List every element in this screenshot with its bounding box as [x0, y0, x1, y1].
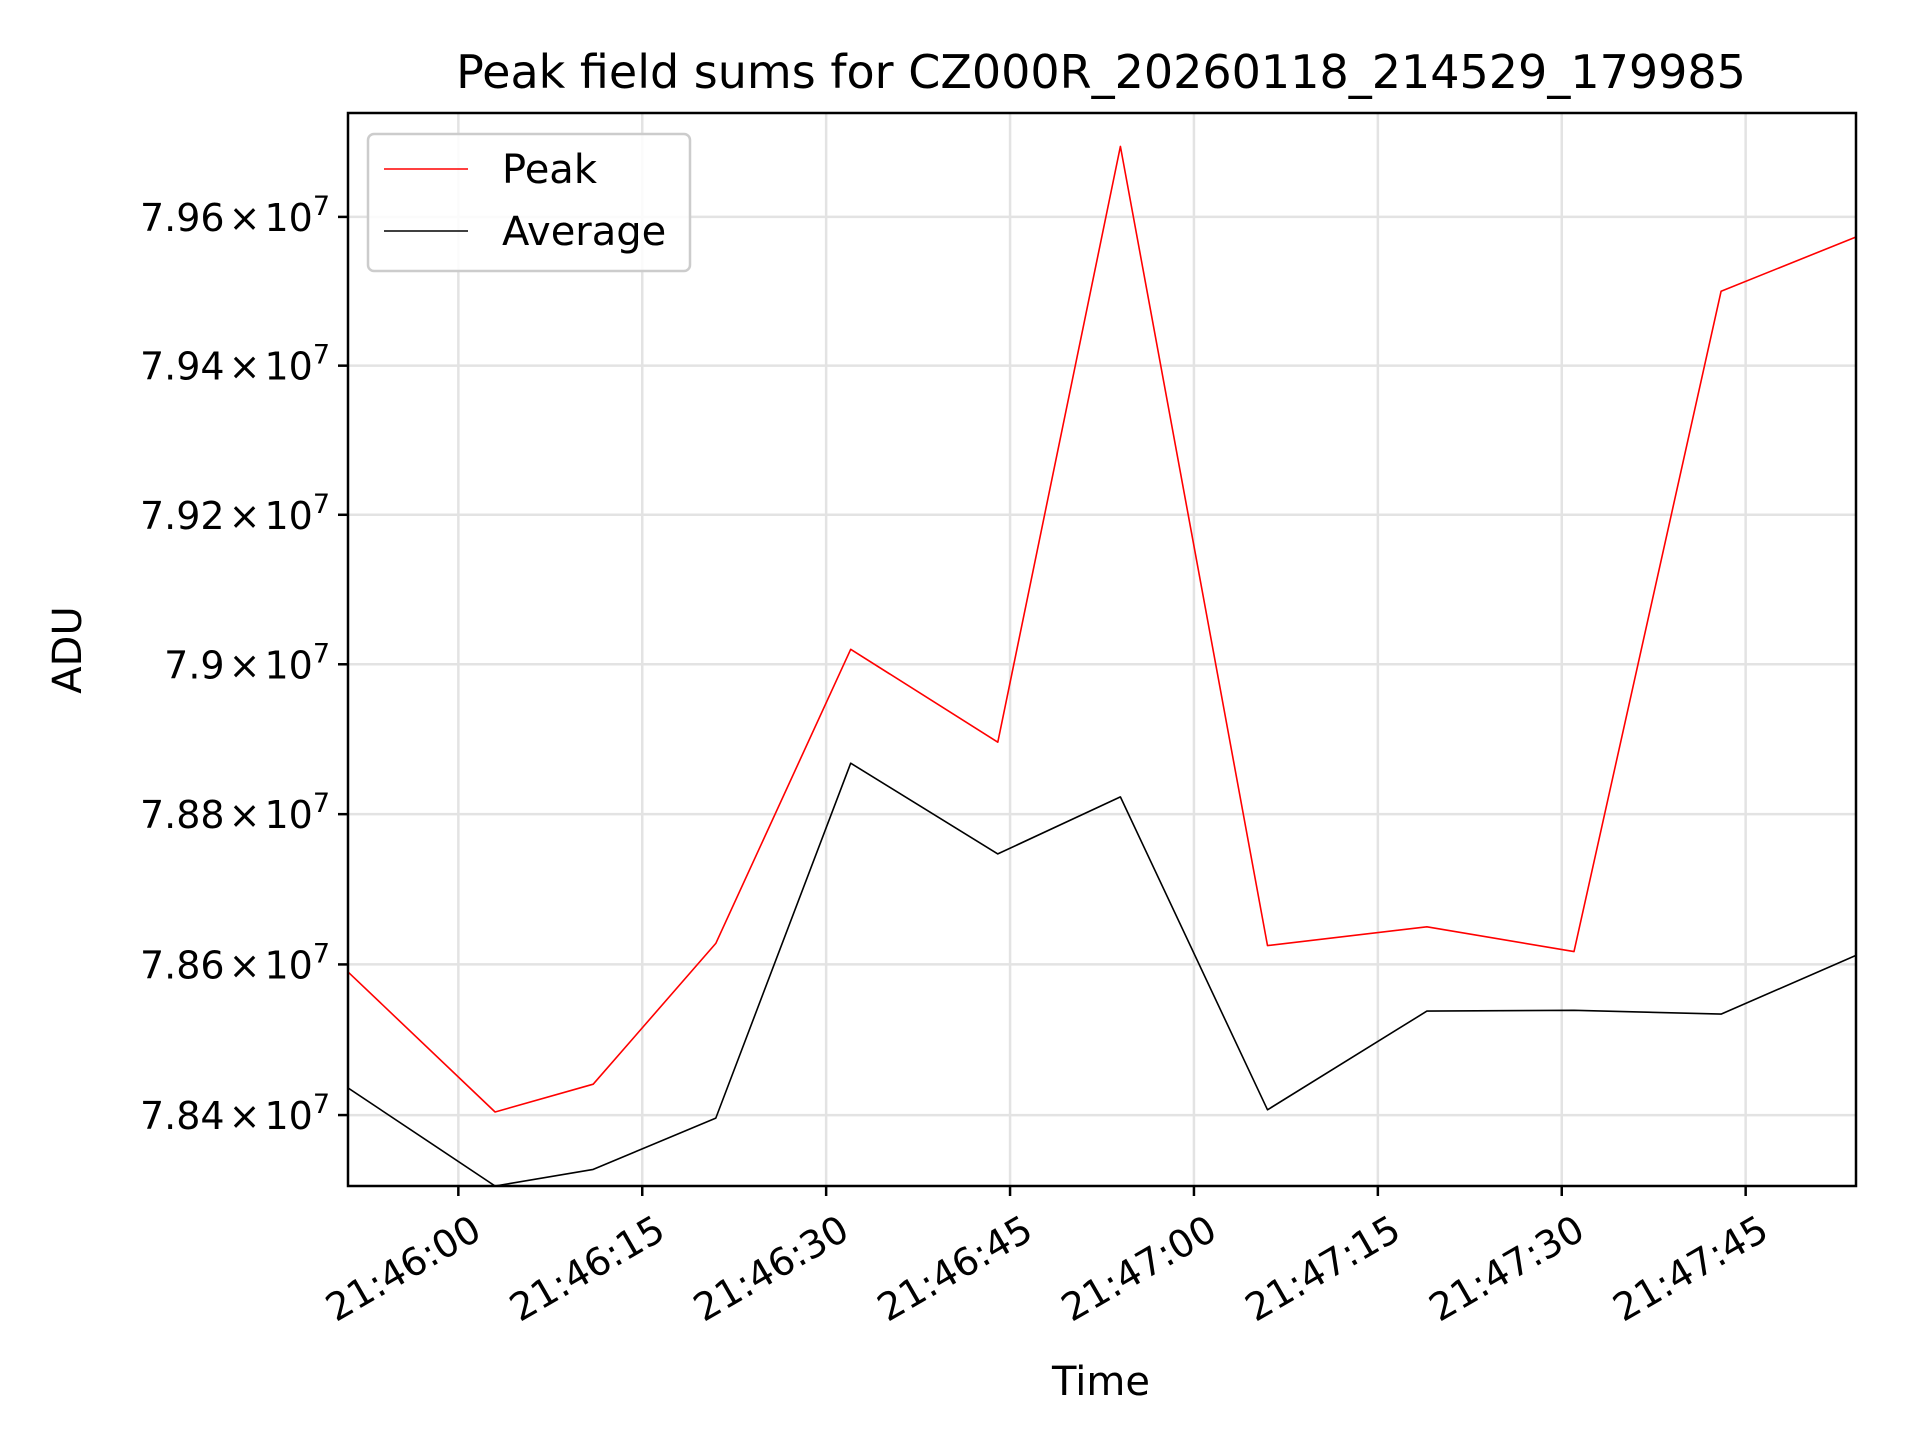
y-tick-times: ×: [229, 345, 261, 389]
y-tick-label: 7.96 × 107: [140, 191, 330, 240]
y-tick-base: 10: [264, 643, 312, 687]
series-line-average: [348, 762, 1856, 1186]
plot-area-frame: [346, 111, 1858, 1188]
y-tick-exponent: 7: [313, 340, 330, 371]
y-tick-exponent: 7: [313, 938, 330, 969]
y-tick-exponent: 7: [313, 1089, 330, 1120]
y-tick-label: 7.92 × 107: [140, 489, 330, 538]
y-tick-base: 10: [264, 196, 312, 240]
y-tick-base: 10: [264, 345, 312, 389]
series-lines: [348, 113, 1856, 1186]
y-tick-times: ×: [229, 494, 261, 538]
y-tick-mantissa: 7.92: [140, 494, 225, 538]
y-tick-mantissa: 7.84: [140, 1094, 225, 1138]
y-tick-label: 7.9 × 107: [164, 638, 330, 687]
y-tick-times: ×: [229, 643, 261, 687]
y-tick-exponent: 7: [313, 489, 330, 520]
y-tick-label: 7.94 × 107: [140, 340, 330, 389]
y-tick-exponent: 7: [313, 191, 330, 222]
y-tick-mantissa: 7.88: [140, 793, 225, 837]
y-tick-label: 7.86 × 107: [140, 938, 330, 987]
legend: Peak Average: [366, 132, 692, 273]
y-tick-mantissa: 7.86: [140, 943, 225, 987]
y-tick-base: 10: [264, 494, 312, 538]
y-tick-mantissa: 7.96: [140, 196, 225, 240]
y-axis-label: ADU: [45, 606, 91, 693]
y-tick-times: ×: [229, 793, 261, 837]
series-line-peak: [348, 113, 1856, 1113]
legend-label-peak: Peak: [502, 147, 598, 193]
y-tick-mantissa: 7.94: [140, 345, 225, 389]
y-tick-exponent: 7: [313, 788, 330, 819]
y-tick-label: 7.88 × 107: [140, 788, 330, 837]
x-axis-label: Time: [1051, 1359, 1150, 1405]
y-tick-label: 7.84 × 107: [140, 1089, 330, 1138]
y-tick-times: ×: [229, 1094, 261, 1138]
legend-label-average: Average: [502, 209, 666, 255]
y-tick-mantissa: 7.9: [164, 643, 224, 687]
y-tick-base: 10: [264, 793, 312, 837]
y-tick-base: 10: [264, 1094, 312, 1138]
y-tick-times: ×: [229, 196, 261, 240]
chart-title: Peak field sums for CZ000R_20260118_2145…: [456, 45, 1746, 99]
y-tick-exponent: 7: [313, 638, 330, 669]
y-tick-base: 10: [264, 943, 312, 987]
y-tick-times: ×: [229, 943, 261, 987]
